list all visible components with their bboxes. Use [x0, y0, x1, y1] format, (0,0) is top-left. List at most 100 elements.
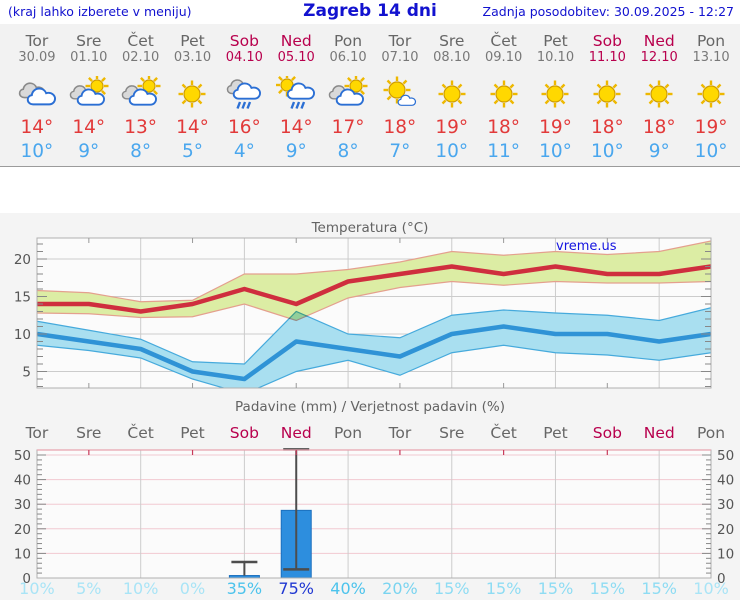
max-temp: 19°	[435, 117, 469, 138]
sunny-icon	[484, 76, 524, 114]
svg-text:5: 5	[22, 365, 31, 381]
svg-text:30: 30	[14, 497, 31, 513]
day-date: 09.10	[485, 50, 523, 65]
temperature-chart-title: Temperatura (°C)	[311, 220, 429, 236]
max-temp: 19°	[694, 117, 728, 138]
svg-text:50: 50	[14, 448, 31, 464]
partly-icon	[328, 74, 368, 114]
svg-text:30: 30	[717, 497, 734, 513]
precip-day-label: Sre	[439, 424, 465, 442]
day-date: 05.10	[277, 50, 315, 65]
min-temp: 9°	[285, 141, 307, 162]
day-column: Ned 05.10 14° 9°	[270, 24, 322, 162]
day-column: Tor 07.10 18° 7°	[374, 24, 426, 162]
day-name: Sob	[592, 32, 622, 50]
precip-probability: 35%	[226, 579, 263, 598]
day-date: 07.10	[381, 50, 419, 65]
svg-text:40: 40	[14, 473, 31, 489]
precip-day-label: Pon	[697, 424, 726, 442]
day-name: Pon	[697, 32, 726, 50]
svg-text:20: 20	[717, 522, 734, 538]
svg-text:50: 50	[717, 448, 734, 464]
min-temp: 9°	[648, 141, 670, 162]
menu-hint-text: (kraj lahko izberete v meniju)	[8, 4, 192, 19]
min-temp: 11°	[487, 141, 521, 162]
forecast-strip-panel: Tor 30.09 14° 10° Sre 01.10 14° 9° Čet 0…	[0, 24, 740, 167]
day-date: 04.10	[225, 50, 263, 65]
day-name: Ned	[643, 32, 675, 50]
precip-day-label: Čet	[490, 424, 517, 442]
sunny-icon	[639, 76, 679, 114]
max-temp: 14°	[279, 117, 313, 138]
svg-text:10: 10	[14, 546, 31, 562]
max-temp: 18°	[383, 117, 417, 138]
watermark-link[interactable]: vreme.us	[556, 239, 617, 254]
day-date: 02.10	[122, 50, 160, 65]
temperature-chart: 5 10 15 20	[14, 237, 712, 389]
precip-probability: 10%	[122, 579, 159, 598]
page-title: Zagreb 14 dni	[303, 1, 437, 21]
day-column: Pet 03.10 14° 5°	[167, 24, 219, 162]
sunny-icon	[172, 76, 212, 114]
day-date: 12.10	[640, 50, 678, 65]
precip-probability-row: 10% 5% 10% 0% 35% 75% 40% 20% 15% 15% 15% 15% 15% 10%	[11, 579, 737, 598]
day-date: 08.10	[433, 50, 471, 65]
min-temp: 10°	[435, 141, 469, 162]
day-column: Sob 04.10 16° 4°	[218, 24, 270, 162]
sun-small-cloud-icon	[380, 76, 420, 114]
min-temp: 10°	[694, 141, 728, 162]
min-temp: 5°	[181, 141, 203, 162]
day-strip: Tor 30.09 14° 10° Sre 01.10 14° 9° Čet 0…	[11, 24, 737, 162]
day-name: Čet	[127, 32, 154, 50]
day-name: Pet	[543, 32, 568, 50]
precip-probability: 75%	[278, 579, 314, 598]
precip-probability: 15%	[589, 579, 626, 598]
precip-day-label: Sob	[229, 424, 259, 442]
precip-day-labels: Tor Sre Čet Pet Sob Ned Pon Tor Sre Čet Pet Sob Ned P…	[11, 424, 737, 442]
precip-day-label: Tor	[388, 424, 412, 442]
sunny-icon	[535, 76, 575, 114]
min-temp: 9°	[78, 141, 100, 162]
day-date: 01.10	[70, 50, 108, 65]
day-date: 30.09	[18, 50, 56, 65]
day-date: 11.10	[588, 50, 626, 65]
precipitation-chart-title: Padavine (mm) / Verjetnost padavin (%)	[235, 399, 505, 415]
header: (kraj lahko izberete v meniju) Zagreb 14…	[0, 0, 740, 24]
day-column: Sre 08.10 19° 10°	[426, 24, 478, 162]
sunny-icon	[432, 76, 472, 114]
svg-text:10: 10	[717, 546, 734, 562]
min-temp: 8°	[130, 141, 152, 162]
day-name: Sre	[76, 32, 102, 50]
day-date: 06.10	[329, 50, 367, 65]
min-temp: 4°	[233, 141, 255, 162]
precip-probability: 10%	[693, 579, 729, 598]
precip-day-label: Pon	[334, 424, 363, 442]
precip-probability: 15%	[433, 579, 470, 598]
min-temp: 10°	[539, 141, 572, 162]
day-name: Pet	[180, 32, 205, 50]
precip-day-label: Ned	[280, 424, 312, 442]
svg-text:40: 40	[717, 473, 734, 489]
precip-day-label: Sob	[592, 424, 622, 442]
min-temp: 8°	[337, 141, 359, 162]
max-temp: 18°	[487, 117, 521, 138]
svg-text:10: 10	[14, 327, 31, 343]
rain-icon	[224, 76, 264, 114]
max-temp: 17°	[331, 117, 365, 138]
sun-rain-icon	[275, 73, 316, 114]
sunny-icon	[587, 76, 627, 114]
day-column: Sre 01.10 14° 9°	[63, 24, 115, 162]
charts-panel: Temperatura (°C) 5 10 15 20 vreme.us Padavi…	[0, 213, 740, 600]
cloudy-icon	[17, 76, 57, 114]
day-column: Tor 30.09 14° 10°	[11, 24, 63, 162]
day-column: Pon 06.10 17° 8°	[322, 24, 374, 162]
min-temp: 10°	[20, 141, 54, 162]
precip-day-label: Čet	[127, 424, 154, 442]
day-column: Čet 09.10 18° 11°	[478, 24, 530, 162]
precip-probability: 10%	[19, 579, 55, 598]
partly-icon	[121, 74, 161, 114]
min-temp: 7°	[389, 141, 411, 162]
day-date: 10.10	[536, 50, 575, 65]
